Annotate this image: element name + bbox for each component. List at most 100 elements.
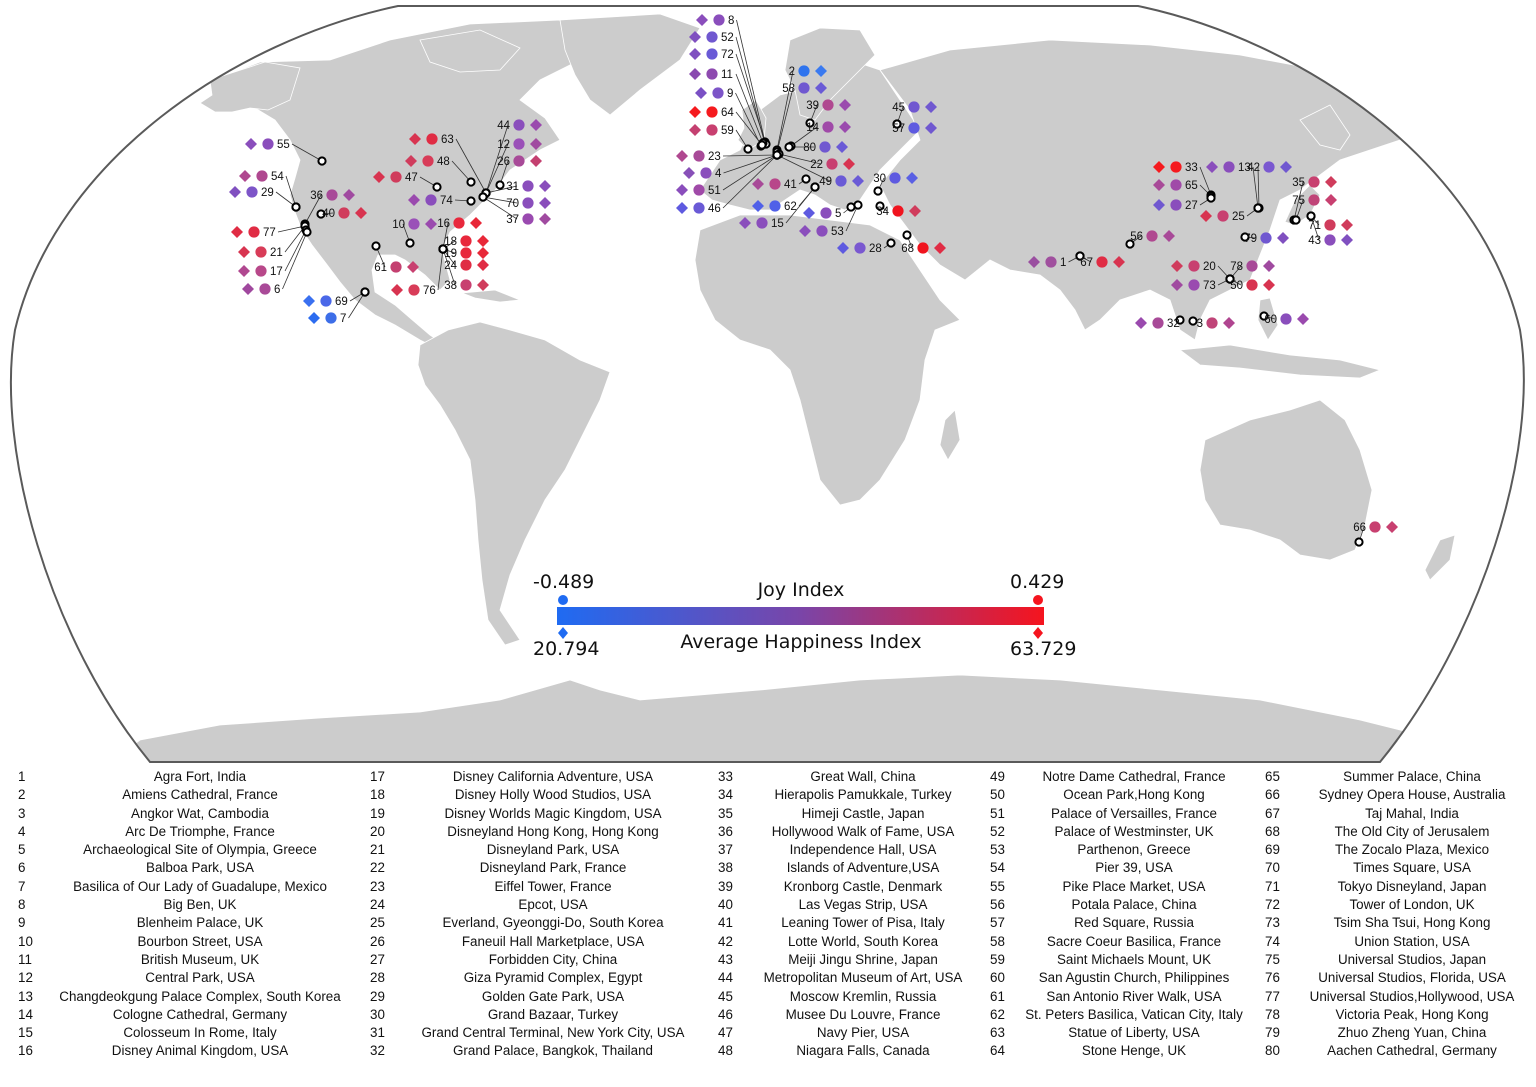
landmark-marker[interactable]: 24 bbox=[438, 244, 489, 272]
landmark-name: Independence Hall, USA bbox=[789, 842, 937, 858]
happiness-diamond-icon bbox=[1263, 279, 1275, 291]
landmark-marker[interactable]: 59 bbox=[689, 124, 753, 154]
landmark-marker[interactable]: 28 bbox=[837, 238, 896, 255]
landmark-marker[interactable]: 41 bbox=[752, 174, 811, 191]
landmark-marker[interactable]: 10 bbox=[392, 218, 437, 248]
landmark-marker[interactable]: 75 bbox=[1291, 194, 1337, 225]
landmark-name: San Antonio River Walk, USA bbox=[1046, 988, 1222, 1004]
landmark-number: 71 bbox=[1265, 878, 1280, 894]
landmark-marker[interactable]: 55 bbox=[245, 138, 327, 166]
leader-line bbox=[485, 143, 509, 194]
landmark-marker[interactable]: 6 bbox=[242, 227, 312, 296]
landmark-marker[interactable]: 35 bbox=[1289, 176, 1337, 225]
landmark-marker[interactable]: 60 bbox=[1259, 311, 1309, 326]
landmark-marker[interactable]: 34 bbox=[875, 201, 921, 218]
landmark-marker[interactable]: 50 bbox=[1225, 274, 1275, 292]
table-row: 18 Disney Holly Wood Studios, USA bbox=[0, 786, 1536, 804]
happiness-diamond-icon bbox=[925, 122, 937, 134]
landmark-marker[interactable]: 30 bbox=[873, 172, 918, 196]
landmark-marker[interactable]: 43 bbox=[1306, 211, 1353, 247]
landmark-marker[interactable]: 27 bbox=[1153, 193, 1216, 212]
landmark-marker[interactable]: 15 bbox=[739, 182, 820, 230]
happiness-min-diamond-icon bbox=[558, 627, 568, 639]
site-location-icon bbox=[360, 287, 370, 297]
landmark-marker[interactable]: 79 bbox=[1240, 232, 1289, 245]
table-row: 1 Agra Fort, India bbox=[0, 768, 1536, 786]
landmark-marker[interactable]: 40 bbox=[316, 207, 367, 220]
joy-circle-icon bbox=[1324, 219, 1336, 231]
site-location-icon bbox=[478, 192, 488, 202]
landmark-number: 12 bbox=[18, 970, 33, 986]
landmark-number: 72 bbox=[1265, 897, 1280, 913]
table-row: 24 Epcot, USA bbox=[0, 896, 1536, 914]
joy-circle-icon bbox=[326, 189, 338, 201]
joy-circle-icon bbox=[1146, 230, 1158, 242]
landmark-number: 8 bbox=[18, 897, 26, 913]
landmark-marker[interactable]: 2 bbox=[772, 65, 827, 155]
site-location-icon bbox=[1206, 193, 1216, 203]
table-row: 71 Tokyo Disneyland, Japan bbox=[0, 878, 1536, 896]
landmark-id-label: 63 bbox=[441, 134, 454, 146]
joy-circle-icon bbox=[422, 155, 434, 167]
happiness-diamond-icon bbox=[373, 171, 385, 183]
landmark-marker[interactable]: 68 bbox=[901, 230, 946, 255]
landmark-name: Amiens Cathedral, France bbox=[122, 787, 278, 803]
landmark-marker[interactable]: 37 bbox=[478, 192, 551, 226]
joy-circle-icon bbox=[256, 170, 268, 182]
landmark-marker[interactable]: 61 bbox=[371, 241, 419, 274]
table-row: 78 Victoria Peak, Hong Kong bbox=[0, 1006, 1536, 1024]
landmark-marker[interactable]: 14 bbox=[786, 121, 851, 151]
landmark-marker[interactable]: 66 bbox=[1353, 521, 1398, 547]
happiness-diamond-icon bbox=[391, 284, 403, 296]
landmark-marker[interactable]: 17 bbox=[238, 225, 311, 278]
landmark-marker[interactable]: 38 bbox=[438, 244, 489, 292]
site-location-icon bbox=[432, 182, 442, 192]
landmark-marker[interactable]: 32 bbox=[1135, 315, 1185, 330]
table-row: 22 Disneyland Park, France bbox=[0, 859, 1536, 877]
happiness-diamond-icon bbox=[1386, 521, 1398, 533]
landmark-marker[interactable]: 29 bbox=[229, 186, 301, 212]
joy-circle-icon bbox=[854, 242, 866, 254]
landmark-number: 63 bbox=[990, 1025, 1005, 1041]
table-row: 58 Sacre Coeur Basilica, France bbox=[0, 933, 1536, 951]
landmark-marker[interactable]: 5 bbox=[803, 202, 856, 220]
landmark-marker[interactable]: 47 bbox=[373, 171, 442, 192]
landmark-id-label: 52 bbox=[721, 32, 734, 44]
table-row: 54 Pier 39, USA bbox=[0, 859, 1536, 877]
site-location-icon bbox=[371, 241, 381, 251]
landmark-marker[interactable]: 57 bbox=[892, 119, 937, 135]
landmark-marker[interactable]: 80 bbox=[784, 141, 848, 154]
landmark-marker[interactable]: 39 bbox=[805, 99, 851, 128]
landmark-marker[interactable]: 64 bbox=[689, 106, 767, 150]
landmark-id-label: 19 bbox=[444, 248, 457, 260]
landmark-name: Ocean Park,Hong Kong bbox=[1063, 787, 1205, 803]
landmark-marker[interactable]: 48 bbox=[405, 155, 476, 187]
site-location-icon bbox=[875, 201, 885, 211]
happiness-diamond-icon bbox=[815, 82, 827, 94]
table-row: 47 Navy Pier, USA bbox=[0, 1024, 1536, 1042]
landmark-marker[interactable]: 44 bbox=[481, 119, 542, 198]
landmark-marker[interactable]: 56 bbox=[1125, 230, 1175, 249]
landmark-marker[interactable]: 49 bbox=[772, 150, 864, 188]
landmark-marker[interactable]: 25 bbox=[1200, 203, 1263, 223]
landmark-marker[interactable]: 3 bbox=[1188, 316, 1235, 330]
table-row: 34 Hierapolis Pamukkale, Turkey bbox=[0, 786, 1536, 804]
landmark-marker[interactable]: 74 bbox=[408, 194, 476, 207]
landmark-number: 17 bbox=[370, 769, 385, 784]
new-zealand bbox=[1424, 534, 1456, 581]
landmark-id-label: 31 bbox=[506, 181, 519, 193]
happiness-diamond-icon bbox=[1153, 161, 1165, 173]
landmark-id-label: 58 bbox=[782, 83, 795, 95]
landmark-number: 37 bbox=[718, 842, 733, 858]
landmark-marker[interactable]: 26 bbox=[495, 155, 542, 190]
site-location-icon bbox=[1188, 316, 1198, 326]
joy-circle-icon bbox=[1246, 260, 1258, 272]
leader-line bbox=[285, 175, 297, 208]
landmark-name: Great Wall, China bbox=[810, 769, 916, 784]
landmark-number: 21 bbox=[370, 842, 385, 858]
landmark-name: Big Ben, UK bbox=[163, 897, 237, 913]
landmark-number: 4 bbox=[18, 823, 26, 839]
landmark-marker[interactable]: 53 bbox=[799, 200, 863, 238]
landmark-marker[interactable]: 67 bbox=[1075, 251, 1125, 269]
landmark-marker[interactable]: 7 bbox=[308, 287, 370, 325]
